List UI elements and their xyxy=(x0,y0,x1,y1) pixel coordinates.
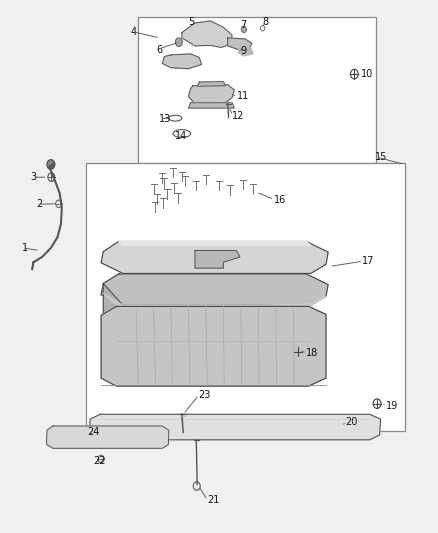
Polygon shape xyxy=(101,306,326,386)
Text: 23: 23 xyxy=(198,390,210,400)
Text: 24: 24 xyxy=(87,427,99,438)
Bar xyxy=(138,17,376,163)
Polygon shape xyxy=(119,241,311,245)
Polygon shape xyxy=(101,274,328,305)
Text: 21: 21 xyxy=(207,495,219,505)
Text: 5: 5 xyxy=(188,17,194,27)
Text: 15: 15 xyxy=(375,152,388,162)
Polygon shape xyxy=(182,21,232,47)
Text: 7: 7 xyxy=(240,20,246,30)
Text: 2: 2 xyxy=(36,199,43,209)
Polygon shape xyxy=(239,47,253,56)
Text: 12: 12 xyxy=(232,110,244,120)
Text: 9: 9 xyxy=(240,46,246,55)
Text: 6: 6 xyxy=(156,45,162,54)
Polygon shape xyxy=(101,241,328,273)
Polygon shape xyxy=(46,426,169,448)
Polygon shape xyxy=(103,293,326,312)
Polygon shape xyxy=(103,284,123,379)
Text: 11: 11 xyxy=(237,91,249,101)
Text: 8: 8 xyxy=(263,17,269,27)
Text: 1: 1 xyxy=(21,243,28,253)
Polygon shape xyxy=(188,103,234,108)
Text: 4: 4 xyxy=(131,27,137,37)
Polygon shape xyxy=(188,85,234,104)
Text: 10: 10 xyxy=(361,69,373,79)
Text: 13: 13 xyxy=(159,114,171,124)
Text: 17: 17 xyxy=(362,256,374,266)
Polygon shape xyxy=(162,54,201,69)
Bar xyxy=(86,163,405,431)
Text: 16: 16 xyxy=(274,195,286,205)
Text: 3: 3 xyxy=(30,172,36,182)
Circle shape xyxy=(241,26,247,33)
Polygon shape xyxy=(195,251,240,268)
Circle shape xyxy=(47,160,55,169)
Circle shape xyxy=(175,38,182,46)
Text: 18: 18 xyxy=(306,348,318,358)
Polygon shape xyxy=(228,38,252,50)
Text: 19: 19 xyxy=(386,401,398,411)
Polygon shape xyxy=(197,82,226,86)
Text: 20: 20 xyxy=(346,417,358,427)
Text: 22: 22 xyxy=(94,456,106,465)
Text: 14: 14 xyxy=(175,131,187,141)
Polygon shape xyxy=(89,414,381,440)
